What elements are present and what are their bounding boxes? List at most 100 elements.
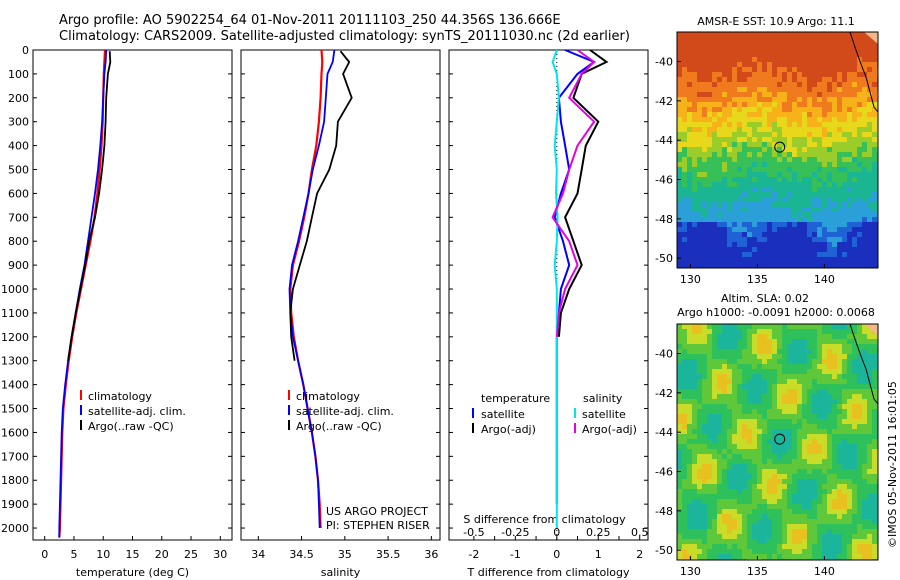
y-tick-label-temperature: 1400 (1, 379, 29, 392)
x-tick-label-difference: -2 (468, 548, 479, 561)
y-tick-label-temperature: 1600 (1, 426, 29, 439)
x-tick-label-salinity: 35 (338, 548, 352, 561)
x-tick-label-temperature: 30 (213, 548, 227, 561)
x-axis-label-salinity: salinity (321, 566, 361, 579)
y-tick-label-temperature: 600 (8, 187, 29, 200)
x-tick-label-temperature: 10 (96, 548, 110, 561)
x-axis-label-difference: T difference from climatology (467, 566, 630, 579)
credit-label: ©IMOS 05-Nov-2011 16:01:05 (886, 381, 899, 548)
legend-label-temperature: satellite-adj. clim. (88, 405, 186, 418)
y-tick-label-temperature: 1300 (1, 355, 29, 368)
map-title-sst: AMSR-E SST: 10.9 Argo: 11.1 (697, 15, 855, 28)
y-tick-label-sst-map: -44 (655, 134, 673, 147)
x-tick-label-s-difference: 0.5 (631, 526, 649, 539)
x-tick-label-salinity: 34.5 (289, 548, 314, 561)
map-frame-sst-map (676, 31, 879, 269)
y-tick-label-sla-map: -40 (655, 348, 673, 361)
x-tick-label-s-difference: 0.25 (586, 526, 611, 539)
y-tick-label-temperature: 1000 (1, 283, 29, 296)
legend-label-temperature: climatology (88, 390, 152, 403)
x-tick-label-sst-map: 140 (814, 273, 835, 286)
x-tick-label-sla-map: 135 (747, 565, 768, 578)
x-tick-label-difference: 1 (595, 548, 602, 561)
map-cells-sst-map (677, 32, 878, 268)
map-title-sla: Altim. SLA: 0.02 (721, 292, 809, 305)
x-tick-label-salinity: 34 (251, 548, 265, 561)
title-line2: Climatology: CARS2009. Satellite-adjuste… (59, 29, 630, 44)
series-line-salinity-satelliteadjclim (288, 49, 336, 529)
map-frame-sla-map (676, 323, 879, 561)
y-tick-label-temperature: 500 (8, 164, 29, 177)
plot-frame-salinity (240, 49, 441, 541)
map-cells-sla-map (677, 324, 878, 560)
x-tick-label-s-difference: -0.5 (463, 526, 484, 539)
legend-title-temperature: temperature (481, 392, 550, 405)
y-tick-label-sla-map: -48 (655, 505, 673, 518)
legend-label-salinity: Argo(-adj) (582, 423, 637, 436)
x-tick-label-salinity: 36 (424, 548, 438, 561)
y-tick-label-temperature: 1800 (1, 474, 29, 487)
x-tick-label-sst-map: 130 (680, 273, 701, 286)
y-tick-label-sla-map: -46 (655, 466, 673, 479)
annotation-0: US ARGO PROJECT (326, 505, 428, 518)
legend-title-salinity: salinity (583, 392, 623, 405)
legend-label-temperature: satellite (481, 408, 525, 421)
x-tick-label-temperature: 15 (126, 548, 140, 561)
x-tick-label-sla-map: 140 (814, 565, 835, 578)
plot-frame-difference (448, 49, 649, 541)
coastline-sla-map (849, 323, 879, 405)
x-tick-label-s-difference: -0.25 (501, 526, 529, 539)
legend-label-salinity: Argo(..raw -QC) (296, 420, 382, 433)
y-tick-label-sla-map: -50 (655, 544, 673, 557)
y-tick-label-temperature: 1900 (1, 498, 29, 511)
y-tick-label-temperature: 900 (8, 259, 29, 272)
x-tick-label-difference: -1 (510, 548, 521, 561)
legend-label-temperature: Argo(..raw -QC) (88, 420, 174, 433)
legend-label-salinity: satellite-adj. clim. (296, 405, 394, 418)
land-sla-map (864, 324, 878, 336)
y-tick-label-temperature: 1100 (1, 307, 29, 320)
y-tick-label-temperature: 1700 (1, 450, 29, 463)
argo-position-marker-sst-map (774, 141, 786, 153)
y-tick-label-temperature: 200 (8, 92, 29, 105)
legend-label-salinity: satellite (582, 408, 626, 421)
title-line1: Argo profile: AO 5902254_64 01-Nov-2011 … (59, 13, 561, 28)
y-tick-label-sst-map: -46 (655, 174, 673, 187)
y-tick-label-temperature: 1500 (1, 403, 29, 416)
x-tick-label-temperature: 5 (70, 548, 77, 561)
argo-position-marker-sla-map (774, 433, 786, 445)
y-tick-label-sst-map: -40 (655, 56, 673, 69)
x-tick-label-difference: 0 (553, 548, 560, 561)
x-tick-label-sst-map: 135 (747, 273, 768, 286)
plot-frame-temperature (32, 49, 233, 541)
series-line-salinity-argorawqc (289, 50, 353, 361)
series-line-temperature-argorawqc (67, 51, 112, 361)
y-tick-label-sst-map: -42 (655, 95, 673, 108)
y-tick-label-temperature: 400 (8, 140, 29, 153)
land-sst-map (864, 32, 878, 44)
x-tick-label-salinity: 35.5 (376, 548, 401, 561)
y-tick-label-sla-map: -42 (655, 387, 673, 400)
y-tick-label-sst-map: -48 (655, 213, 673, 226)
y-tick-label-sla-map: -44 (655, 426, 673, 439)
legend-label-temperature: Argo(-adj) (481, 423, 536, 436)
map-subtitle-sla: Argo h1000: -0.0091 h2000: 0.0068 (677, 306, 875, 319)
x-tick-label-temperature: 20 (155, 548, 169, 561)
y-tick-label-temperature: 0 (22, 44, 29, 57)
y-tick-label-temperature: 1200 (1, 331, 29, 344)
x-tick-label-temperature: 25 (184, 548, 198, 561)
y-tick-label-sst-map: -50 (655, 252, 673, 265)
series-line-difference-2 (551, 49, 560, 528)
x-axis-label-temperature: temperature (deg C) (76, 566, 189, 579)
y-tick-label-temperature: 100 (8, 68, 29, 81)
series-line-difference-3 (551, 49, 596, 337)
annotation-1: PI: STEPHEN RISER (326, 519, 430, 532)
x-tick-label-temperature: 0 (41, 548, 48, 561)
y-tick-label-temperature: 700 (8, 211, 29, 224)
legend-label-salinity: climatology (296, 390, 360, 403)
x-axis-label-s-difference: S difference from climatology (463, 513, 626, 526)
x-tick-label-difference: 2 (636, 548, 643, 561)
coastline-sst-map (849, 31, 879, 113)
x-tick-label-s-difference: 0 (553, 526, 560, 539)
